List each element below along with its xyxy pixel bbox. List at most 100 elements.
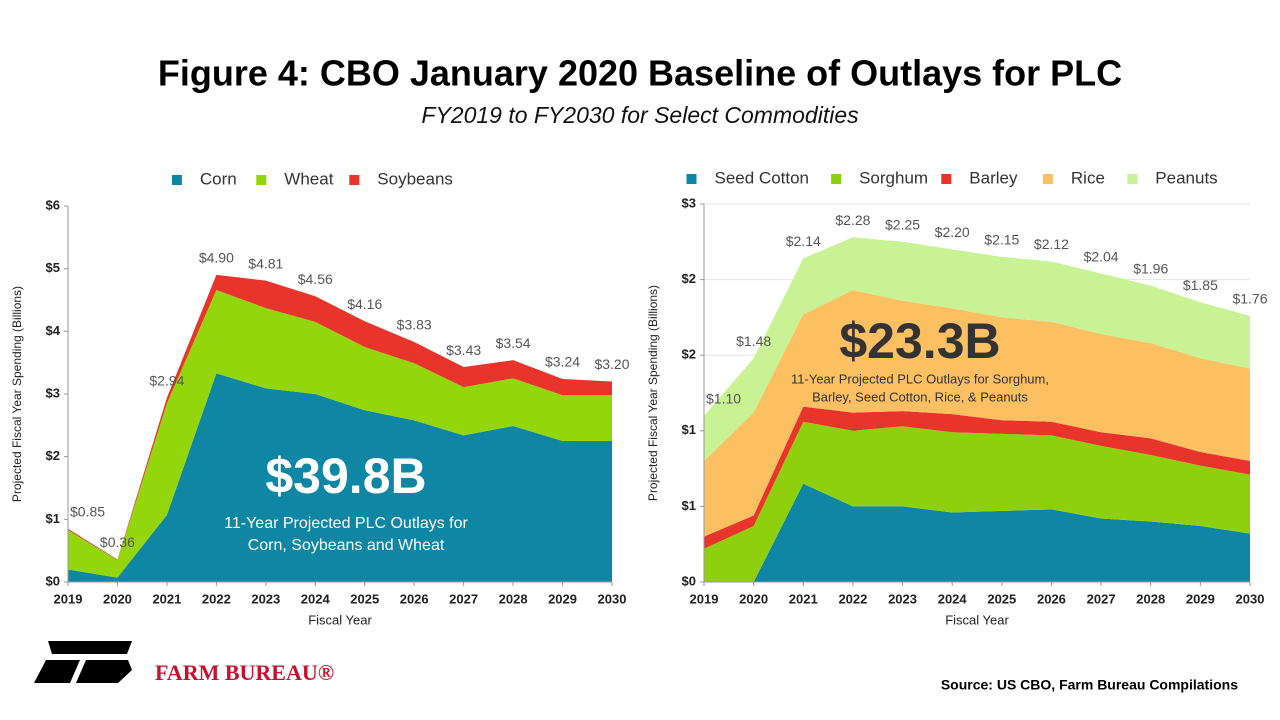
x-tick-label: 2030 <box>598 591 627 606</box>
total-label: $1.96 <box>1133 260 1168 276</box>
total-label: $0.36 <box>100 534 135 550</box>
x-tick-label: 2029 <box>548 591 577 606</box>
total-label: $2.12 <box>1034 236 1069 252</box>
legend-label: Barley <box>969 168 1018 187</box>
total-label: $0.85 <box>70 503 105 519</box>
y-tick-label: $2 <box>682 271 696 286</box>
y-tick-label: $0 <box>682 573 696 588</box>
legend-label: Rice <box>1071 168 1105 187</box>
total-label: $4.81 <box>248 255 283 271</box>
annotation-text: Corn, Soybeans and Wheat <box>248 537 445 554</box>
area <box>704 406 1250 549</box>
legend-swatch <box>171 175 182 185</box>
total-label: $3.24 <box>545 354 580 370</box>
y-tick-label: $6 <box>46 197 60 212</box>
legend-swatch <box>686 174 697 184</box>
y-tick-label: $2 <box>46 448 60 463</box>
logo-text: FARM BUREAU® <box>155 660 334 685</box>
x-tick-label: 2026 <box>1037 591 1066 606</box>
logo-icon <box>34 641 132 683</box>
total-label: $2.15 <box>984 232 1019 248</box>
total-label: $3.83 <box>397 317 432 333</box>
x-tick-label: 2029 <box>1186 591 1215 606</box>
area <box>68 373 612 582</box>
y-tick-label: $3 <box>46 385 60 400</box>
y-tick-label: $0 <box>46 573 60 588</box>
total-label: $2.28 <box>835 212 870 228</box>
total-label: $4.90 <box>199 250 234 266</box>
x-axis-label: Fiscal Year <box>308 612 372 627</box>
legend-swatch <box>941 174 952 184</box>
area <box>68 274 612 561</box>
total-label: $1.10 <box>706 390 741 406</box>
x-tick-label: 2024 <box>301 591 331 606</box>
annotation-headline: $39.8B <box>265 448 426 504</box>
legend-label: Wheat <box>284 169 333 188</box>
x-tick-label: 2028 <box>499 591 528 606</box>
total-label: $2.20 <box>935 224 970 240</box>
area <box>704 483 1250 582</box>
x-tick-label: 2021 <box>789 591 818 606</box>
legend-label: Soybeans <box>377 169 453 188</box>
y-tick-label: $1 <box>682 498 696 513</box>
total-label: $1.76 <box>1232 291 1267 307</box>
x-tick-label: 2028 <box>1136 591 1165 606</box>
x-tick-label: 2020 <box>103 591 132 606</box>
total-label: $2.94 <box>149 372 184 388</box>
x-tick-label: 2022 <box>202 591 231 606</box>
area <box>68 289 612 578</box>
total-label: $4.56 <box>298 271 333 287</box>
legend-swatch <box>1127 174 1138 184</box>
area <box>704 421 1250 582</box>
title: Figure 4: CBO January 2020 Baseline of O… <box>158 53 1122 94</box>
legend-label: Corn <box>200 169 237 188</box>
y-axis-label: Projected Fiscal Year Spending (Billions… <box>10 286 24 502</box>
x-tick-label: 2023 <box>888 591 917 606</box>
total-label: $3.54 <box>496 335 531 351</box>
y-axis-label: Projected Fiscal Year Spending (Billions… <box>646 285 660 501</box>
x-tick-label: 2021 <box>152 591 181 606</box>
x-tick-label: 2027 <box>449 591 478 606</box>
x-tick-label: 2027 <box>1087 591 1116 606</box>
x-tick-label: 2024 <box>938 591 968 606</box>
annotation-text: 11-Year Projected PLC Outlays for <box>224 515 468 532</box>
x-tick-label: 2026 <box>400 591 429 606</box>
y-tick-label: $3 <box>682 195 696 210</box>
x-tick-label: 2025 <box>987 591 1016 606</box>
annotation-text: Barley, Seed Cotton, Rice, & Peanuts <box>812 389 1028 404</box>
x-tick-label: 2025 <box>350 591 379 606</box>
annotation-text: 11-Year Projected PLC Outlays for Sorghu… <box>791 371 1049 386</box>
y-tick-label: $2 <box>682 347 696 362</box>
y-tick-label: $4 <box>46 323 61 338</box>
legend-swatch <box>1042 174 1053 184</box>
legend-swatch <box>831 174 842 184</box>
total-label: $2.04 <box>1084 248 1119 264</box>
legend-swatch <box>349 175 360 185</box>
x-axis-label: Fiscal Year <box>945 612 1009 627</box>
y-tick-label: $5 <box>46 260 60 275</box>
y-tick-label: $1 <box>46 511 60 526</box>
total-label: $4.16 <box>347 296 382 312</box>
x-tick-label: 2023 <box>251 591 280 606</box>
total-label: $1.85 <box>1183 277 1218 293</box>
total-label: $3.20 <box>594 356 629 372</box>
x-tick-label: 2020 <box>739 591 768 606</box>
legend-swatch <box>256 175 267 185</box>
legend-label: Sorghum <box>859 168 928 187</box>
source: Source: US CBO, Farm Bureau Compilations <box>941 677 1238 693</box>
total-label: $1.48 <box>736 333 771 349</box>
total-label: $3.43 <box>446 342 481 358</box>
total-label: $2.14 <box>786 233 821 249</box>
area <box>704 237 1250 462</box>
area <box>704 290 1250 537</box>
y-tick-label: $1 <box>682 422 696 437</box>
x-tick-label: 2022 <box>838 591 867 606</box>
annotation-headline: $23.3B <box>839 313 1000 369</box>
x-tick-label: 2019 <box>54 591 83 606</box>
legend-label: Seed Cotton <box>715 168 810 187</box>
legend-label: Peanuts <box>1155 168 1217 187</box>
subtitle: FY2019 to FY2030 for Select Commodities <box>421 102 859 128</box>
x-tick-label: 2019 <box>690 591 719 606</box>
x-tick-label: 2030 <box>1236 591 1265 606</box>
